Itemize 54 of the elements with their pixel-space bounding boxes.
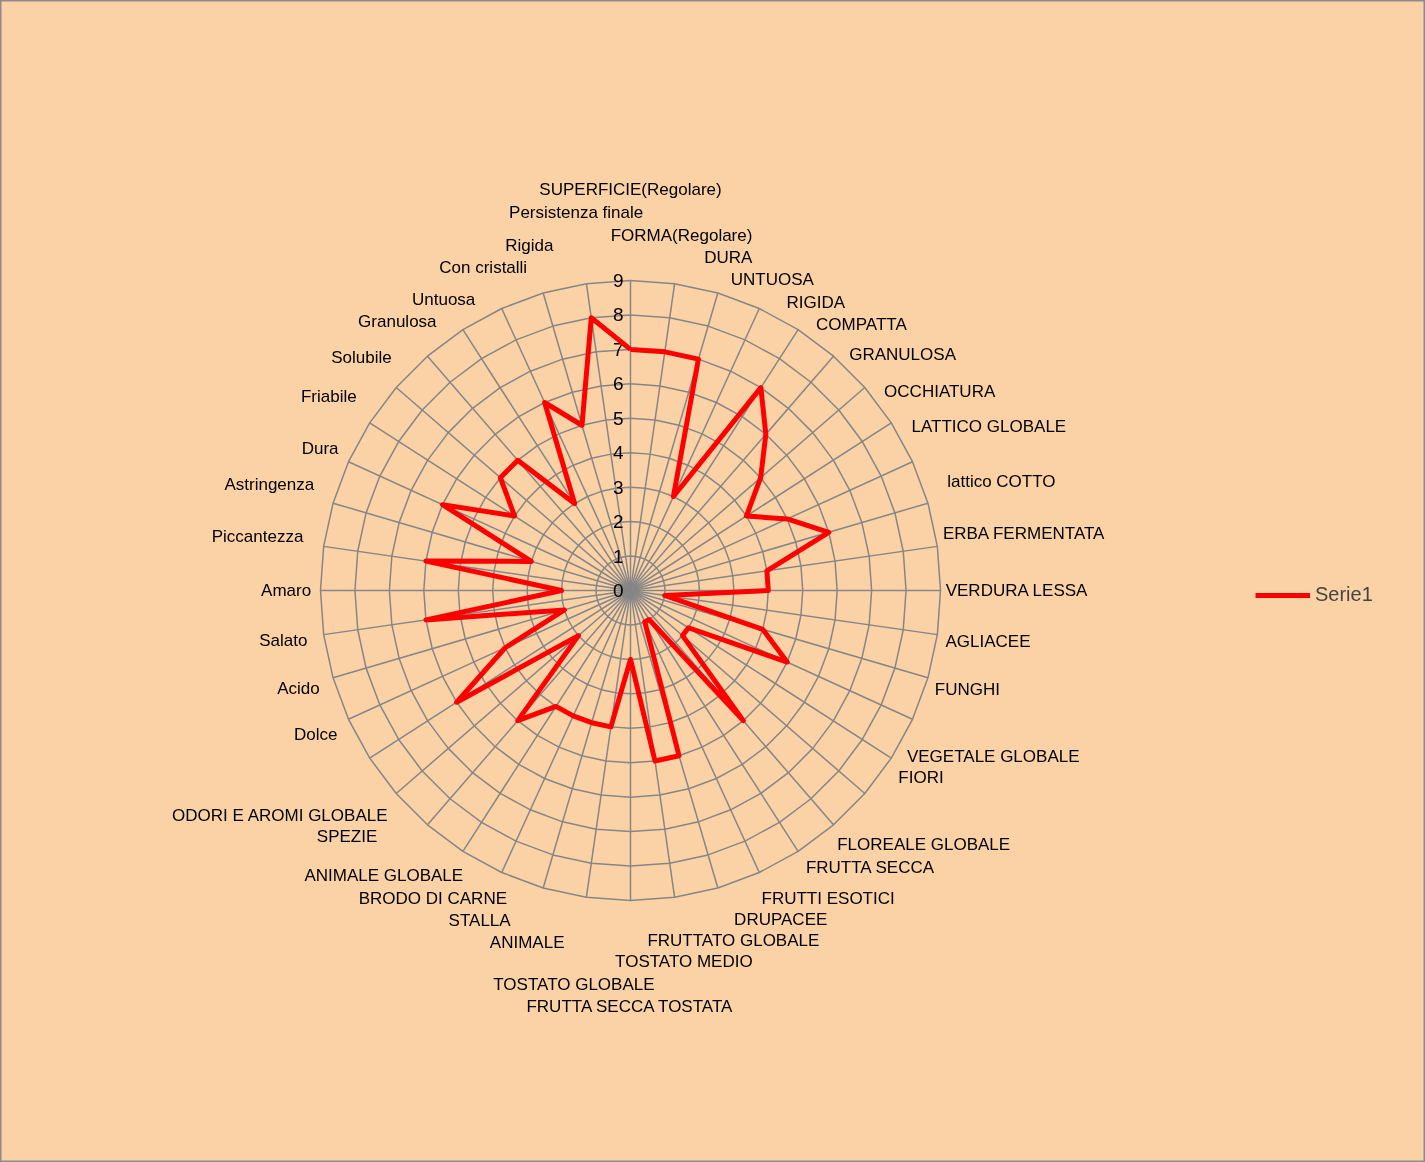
spoke-label: FLOREALE GLOBALE	[837, 835, 1011, 855]
spoke-label: FIORI	[898, 767, 944, 787]
spoke-label: Granulosa	[358, 311, 438, 331]
spoke-label: Rigida	[505, 236, 554, 256]
spoke-label: DURA	[704, 247, 754, 267]
spoke-label: Con cristalli	[439, 258, 528, 278]
y-tick-label: 2	[613, 511, 624, 533]
spoke-label: STALLA	[448, 911, 512, 931]
y-tick-label: 0	[613, 580, 624, 601]
spoke-label: LATTICO GLOBALE	[911, 417, 1067, 437]
spoke-label: TOSTATO GLOBALE	[493, 974, 655, 994]
y-tick-label: 1	[613, 545, 624, 567]
spoke-label: GRANULOSA	[849, 345, 957, 365]
spoke-label: UNTUOSA	[730, 270, 815, 290]
spoke-label: FRUTTI ESOTICI	[761, 888, 895, 908]
legend-label: Serie1	[1315, 583, 1373, 606]
spoke-label: Astringenza	[224, 474, 315, 494]
spoke-label: Friabile	[300, 387, 357, 407]
spoke-label: FRUTTA SECCA	[805, 857, 935, 877]
spoke-label: Dolce	[294, 724, 338, 744]
y-tick-label: 9	[613, 270, 624, 291]
spoke-label: Amaro	[261, 581, 312, 600]
spoke-label: FRUTTA SECCA TOSTATA	[526, 997, 734, 1017]
spoke-label: OCCHIATURA	[884, 382, 996, 402]
y-tick-label: 5	[613, 407, 624, 429]
spoke-label: AGLIACEE	[945, 632, 1031, 652]
y-tick-label: 8	[613, 304, 624, 326]
spoke-label: DRUPACEE	[734, 909, 828, 929]
spoke-label: FUNGHI	[934, 679, 1000, 699]
spoke-label: ODORI E AROMI GLOBALE	[172, 806, 388, 826]
spoke-label: Untuosa	[411, 290, 476, 310]
spoke-label: SUPERFICIE(Regolare)	[539, 179, 722, 199]
spoke-label: FORMA(Regolare)	[610, 226, 753, 246]
spoke-label: TOSTATO MEDIO	[615, 952, 753, 972]
spoke-label: Persistenza finale	[509, 203, 644, 223]
spoke-label: lattico COTTO	[947, 472, 1056, 492]
spoke-label: SPEZIE	[316, 826, 378, 846]
spoke-label: VEGETALE GLOBALE	[906, 746, 1080, 766]
spoke-label: VERDURA LESSA	[945, 581, 1089, 600]
spoke-label: Piccantezza	[211, 527, 304, 547]
spoke-label: ANIMALE GLOBALE	[304, 865, 464, 885]
y-tick-label: 3	[613, 476, 624, 498]
spoke-label: RIGIDA	[786, 292, 846, 312]
spoke-label: ERBA FERMENTATA	[942, 524, 1106, 544]
spoke-label: FRUTTATO GLOBALE	[647, 931, 820, 951]
y-tick-label: 6	[613, 373, 624, 395]
spoke-label: BRODO DI CARNE	[358, 888, 508, 908]
y-tick-label: 4	[613, 442, 625, 464]
spoke-label: Solubile	[331, 347, 392, 367]
spoke-label: ANIMALE	[489, 932, 565, 952]
spoke-label: Acido	[277, 678, 320, 698]
spoke-label: COMPATTA	[816, 314, 908, 334]
spoke-label: Dura	[301, 439, 340, 459]
spoke-label: Salato	[259, 630, 308, 650]
